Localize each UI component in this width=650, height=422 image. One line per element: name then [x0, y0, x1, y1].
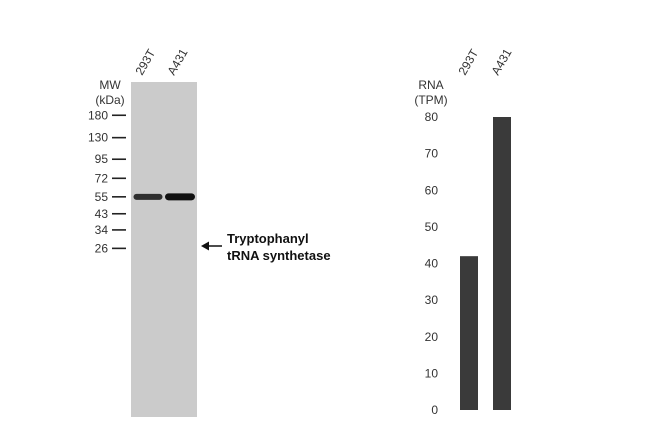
band-group: [133, 193, 195, 201]
blot-membrane: [131, 82, 197, 417]
annotation-arrow: [201, 241, 222, 251]
mw-tick-label: 34: [95, 223, 109, 237]
rna-bar-chart: RNA (TPM) 0 10 20 30 40 50 60 70 80 293T A431: [414, 46, 514, 417]
annotation-protein-name-line2: tRNA synthetase: [227, 248, 331, 263]
mw-tick-label: 26: [95, 241, 109, 255]
mw-tick-label: 130: [88, 131, 108, 145]
annotation-protein-name: Tryptophanyl: [227, 231, 309, 246]
y-axis-unit: (TPM): [414, 93, 447, 107]
lane-label-group: 293T A431: [132, 46, 190, 78]
mw-tick-label: 180: [88, 108, 108, 122]
category-label: 293T: [455, 46, 481, 77]
category-label: A431: [488, 46, 514, 78]
y-tick-label: 10: [425, 366, 439, 380]
y-tick-label: 40: [425, 257, 439, 271]
mw-unit-label: (kDa): [95, 93, 124, 107]
lane-label: A431: [164, 46, 190, 78]
y-axis-title: RNA: [418, 78, 443, 92]
y-tick-label: 70: [425, 147, 439, 161]
bar-a431: [493, 117, 511, 410]
lane-label: 293T: [132, 46, 158, 77]
y-tick-label: 60: [425, 183, 439, 197]
y-tick-label: 20: [425, 330, 439, 344]
y-tick-label: 80: [425, 110, 439, 124]
category-label-group: 293T A431: [455, 46, 514, 78]
mw-tick-label: 43: [95, 207, 109, 221]
protein-band: [133, 193, 163, 200]
mw-tick-label: 95: [95, 152, 109, 166]
y-tick-label: 30: [425, 293, 439, 307]
mw-tick-label: 55: [95, 190, 109, 204]
mw-tick-label: 72: [95, 171, 109, 185]
western-blot-panel: MW (kDa) 180 130 95 72 55 43 34 26 293T A431 Try…: [88, 46, 331, 417]
mw-label: MW: [99, 78, 121, 92]
y-tick-label: 50: [425, 220, 439, 234]
protein-band: [165, 193, 195, 201]
y-tick-group: 0 10 20 30 40 50 60 70 80: [425, 110, 439, 417]
bar-293t: [460, 256, 478, 410]
mw-marker-group: 180 130 95 72 55 43 34 26: [88, 108, 126, 255]
y-tick-label: 0: [431, 403, 438, 417]
bar-group: [460, 117, 511, 410]
